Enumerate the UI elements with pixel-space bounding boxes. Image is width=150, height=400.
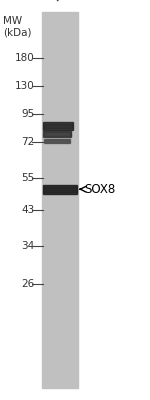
Bar bbox=[42, 12, 78, 388]
Text: SOX8: SOX8 bbox=[85, 183, 116, 196]
Text: 180: 180 bbox=[15, 53, 34, 63]
Text: 26: 26 bbox=[21, 279, 34, 289]
Bar bbox=[43, 122, 73, 130]
Bar bbox=[43, 131, 71, 136]
Text: 43: 43 bbox=[21, 205, 34, 215]
Bar bbox=[44, 186, 76, 192]
Text: 55: 55 bbox=[21, 173, 34, 183]
Text: 72: 72 bbox=[21, 137, 34, 147]
Text: Human brain: Human brain bbox=[51, 0, 114, 4]
Bar bbox=[44, 124, 72, 128]
Bar bbox=[44, 139, 70, 143]
Bar bbox=[44, 132, 70, 136]
Bar bbox=[43, 185, 77, 194]
Text: 130: 130 bbox=[15, 81, 34, 91]
Text: 34: 34 bbox=[21, 241, 34, 251]
Bar bbox=[45, 140, 69, 142]
Text: MW
(kDa): MW (kDa) bbox=[3, 16, 32, 38]
Text: 95: 95 bbox=[21, 109, 34, 119]
